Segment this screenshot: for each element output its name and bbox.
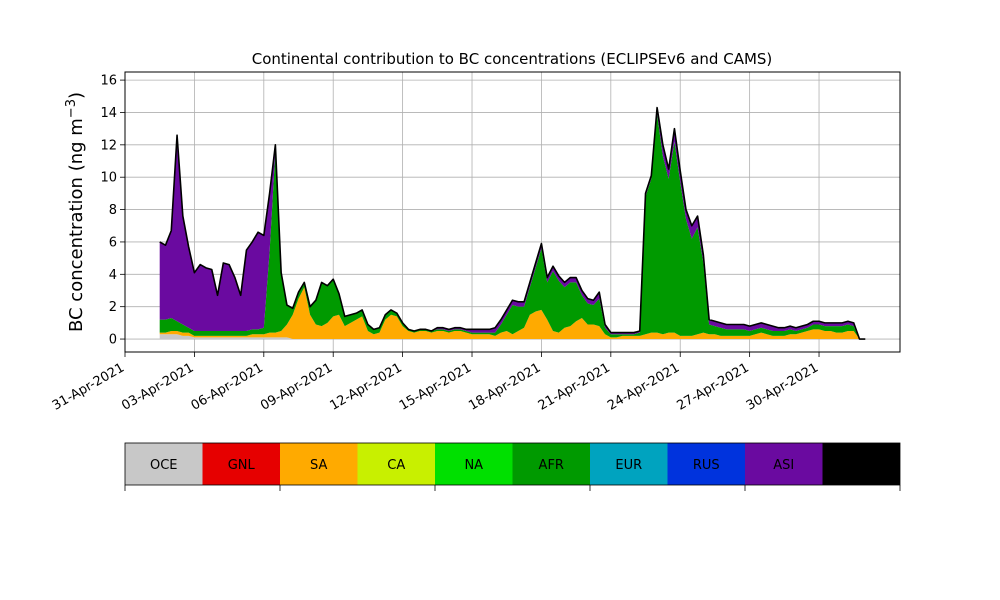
legend-label: NA [464,458,483,473]
legend-label: GNL [228,458,256,473]
legend-label: AFR [539,458,564,473]
total-line-layer [159,106,866,340]
y-tick-label: 16 [100,74,117,89]
y-tick-label: 4 [109,268,117,283]
legend-swatch-eur [590,443,668,485]
legend-label: EUR [615,458,642,473]
chart-title: Continental contribution to BC concentra… [252,50,773,68]
legend-swatch-afr [512,443,590,485]
legend-label: SA [310,458,327,473]
area-afr [159,114,866,340]
legend-label: OCE [150,458,178,473]
legend-swatch-na [435,443,513,485]
plot-frame [124,71,901,353]
y-axis-label: BC concentration (ng m−3) [64,92,87,332]
y-tick-label: 2 [109,300,117,315]
legend-swatch-aus [822,443,900,485]
legend-label: CA [387,458,405,473]
legend-swatch-sa [280,443,358,485]
stacked-areas [159,107,866,340]
legend-frame [124,442,901,486]
y-tick-label: 0 [109,333,117,348]
area-sa [159,287,866,340]
y-tick-label: 8 [109,203,117,218]
legend-swatch-ca [357,443,435,485]
y-tick-label: 10 [100,171,117,186]
y-tick-label: 14 [100,106,117,121]
y-axis-label-superscript: −3 [64,99,79,118]
area-asi [159,107,866,340]
total-line [159,106,866,340]
area-oce [159,334,866,340]
legend-label: ASI [773,458,794,473]
legend-swatch-oce [125,443,203,485]
legend-swatch-rus [667,443,745,485]
y-axis-label-main: BC concentration (ng m [66,118,87,332]
y-axis: 0 2 4 6 8 10 12 14 16 [100,74,125,348]
y-axis-label-close: ) [66,92,87,99]
colorbar-legend: OCE GNL SA CA NA AFR EUR RUS ASI AUS [124,442,901,491]
legend-swatch-asi [745,443,823,485]
legend-label: RUS [693,458,720,473]
legend-swatch-gnl [202,443,280,485]
y-tick-label: 12 [100,138,117,153]
y-tick-label: 6 [109,235,117,250]
legend-label: AUS [848,458,875,473]
